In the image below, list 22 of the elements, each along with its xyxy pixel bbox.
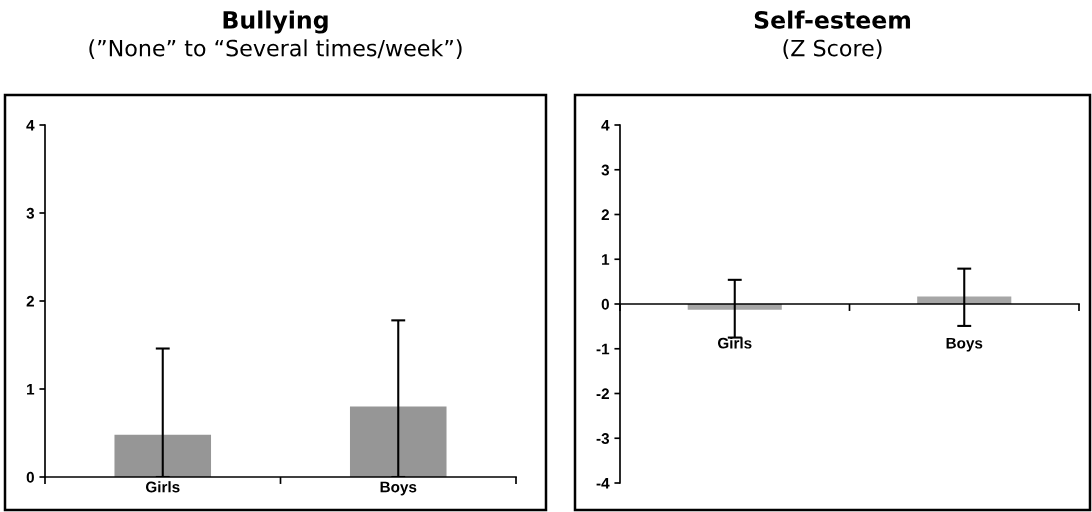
y-tick-label: -4 xyxy=(596,478,610,489)
y-tick-label: 3 xyxy=(26,207,35,219)
chart-title: Self-esteem xyxy=(754,10,911,29)
chart-subtitle: (Z Score) xyxy=(783,39,882,60)
y-tick-label: -1 xyxy=(596,343,610,355)
y-tick-label: 0 xyxy=(26,471,34,483)
y-tick-label: 3 xyxy=(601,164,610,176)
x-tick-label: Boys xyxy=(380,481,417,496)
x-tick-label: Girls xyxy=(145,481,180,493)
y-tick-label: 2 xyxy=(601,209,609,221)
x-tick-label: Girls xyxy=(717,337,752,349)
y-tick-label: 2 xyxy=(26,295,34,307)
y-tick-label: -2 xyxy=(596,388,609,400)
y-tick-label: -3 xyxy=(596,433,610,444)
chart-subtitle: (”None” to “Several times/week”) xyxy=(89,39,462,60)
y-tick-label: 1 xyxy=(27,384,35,395)
chart-title: Bullying xyxy=(223,10,328,34)
y-tick-label: 4 xyxy=(26,120,35,131)
y-tick-label: 4 xyxy=(601,120,610,131)
y-tick-label: 1 xyxy=(602,254,610,265)
y-tick-label: 0 xyxy=(601,298,609,310)
x-tick-label: Boys xyxy=(946,337,983,352)
